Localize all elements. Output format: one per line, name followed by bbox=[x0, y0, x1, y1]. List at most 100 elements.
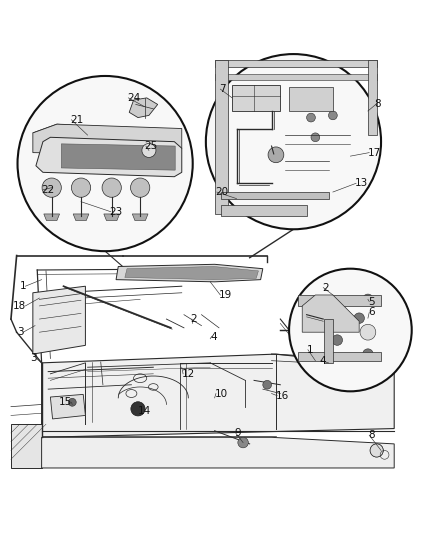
Text: 9: 9 bbox=[234, 428, 241, 438]
Circle shape bbox=[370, 444, 383, 457]
Circle shape bbox=[80, 155, 83, 158]
Circle shape bbox=[93, 161, 97, 165]
Text: 2: 2 bbox=[191, 314, 197, 324]
Circle shape bbox=[107, 155, 110, 158]
Text: 23: 23 bbox=[110, 207, 123, 217]
Circle shape bbox=[71, 178, 91, 197]
Polygon shape bbox=[36, 138, 182, 177]
Text: 20: 20 bbox=[215, 187, 229, 197]
Circle shape bbox=[131, 178, 150, 197]
Circle shape bbox=[120, 155, 124, 158]
Circle shape bbox=[161, 161, 165, 165]
Circle shape bbox=[363, 349, 373, 359]
Text: 6: 6 bbox=[368, 308, 374, 318]
Polygon shape bbox=[44, 214, 60, 221]
Circle shape bbox=[238, 437, 248, 448]
Polygon shape bbox=[324, 319, 333, 363]
Polygon shape bbox=[11, 424, 42, 468]
Circle shape bbox=[66, 155, 70, 158]
Circle shape bbox=[370, 444, 383, 457]
Circle shape bbox=[134, 155, 138, 158]
Text: 3: 3 bbox=[18, 327, 24, 337]
Circle shape bbox=[206, 54, 381, 229]
Circle shape bbox=[93, 155, 97, 158]
Circle shape bbox=[311, 133, 320, 142]
Polygon shape bbox=[289, 87, 333, 111]
Text: 17: 17 bbox=[368, 148, 381, 158]
Circle shape bbox=[328, 111, 337, 120]
Circle shape bbox=[161, 155, 165, 158]
Polygon shape bbox=[33, 286, 85, 354]
Polygon shape bbox=[232, 85, 280, 111]
Circle shape bbox=[148, 155, 151, 158]
Polygon shape bbox=[298, 295, 381, 306]
Circle shape bbox=[134, 161, 138, 165]
Polygon shape bbox=[215, 74, 377, 80]
Text: 5: 5 bbox=[368, 296, 374, 306]
Text: 19: 19 bbox=[219, 290, 232, 300]
Circle shape bbox=[107, 183, 116, 192]
Polygon shape bbox=[215, 60, 228, 214]
Circle shape bbox=[68, 398, 76, 406]
Text: 25: 25 bbox=[145, 141, 158, 151]
Circle shape bbox=[131, 402, 145, 416]
Circle shape bbox=[354, 313, 364, 324]
Polygon shape bbox=[132, 214, 148, 221]
Text: 1: 1 bbox=[20, 281, 26, 291]
Text: 12: 12 bbox=[182, 369, 195, 379]
Polygon shape bbox=[73, 214, 89, 221]
Circle shape bbox=[42, 178, 61, 197]
Circle shape bbox=[107, 147, 110, 151]
Polygon shape bbox=[125, 266, 258, 280]
Circle shape bbox=[365, 329, 371, 335]
Circle shape bbox=[93, 147, 97, 151]
Polygon shape bbox=[50, 394, 85, 419]
Circle shape bbox=[148, 147, 151, 151]
Circle shape bbox=[66, 161, 70, 165]
Circle shape bbox=[80, 147, 83, 151]
Text: 4: 4 bbox=[320, 356, 326, 366]
Circle shape bbox=[66, 147, 70, 151]
Circle shape bbox=[146, 148, 152, 153]
Text: 22: 22 bbox=[42, 185, 55, 195]
Circle shape bbox=[142, 143, 156, 157]
Polygon shape bbox=[368, 60, 377, 135]
Circle shape bbox=[80, 161, 83, 165]
Text: 8: 8 bbox=[374, 100, 381, 109]
Text: 14: 14 bbox=[138, 406, 151, 416]
Polygon shape bbox=[302, 295, 359, 332]
Polygon shape bbox=[33, 124, 182, 155]
Circle shape bbox=[18, 76, 193, 251]
Polygon shape bbox=[221, 192, 328, 199]
Polygon shape bbox=[33, 124, 171, 144]
Text: 18: 18 bbox=[13, 301, 26, 311]
Polygon shape bbox=[129, 98, 158, 118]
Polygon shape bbox=[221, 205, 307, 216]
Circle shape bbox=[120, 161, 124, 165]
Circle shape bbox=[47, 183, 56, 192]
Text: 24: 24 bbox=[127, 93, 140, 103]
Circle shape bbox=[107, 161, 110, 165]
Text: 15: 15 bbox=[59, 397, 72, 407]
Polygon shape bbox=[104, 214, 120, 221]
Text: 10: 10 bbox=[215, 389, 228, 399]
Text: 4: 4 bbox=[210, 332, 217, 342]
Circle shape bbox=[161, 147, 165, 151]
Polygon shape bbox=[42, 437, 394, 468]
Circle shape bbox=[120, 147, 124, 151]
Polygon shape bbox=[61, 144, 175, 170]
Text: 3: 3 bbox=[31, 353, 37, 364]
Text: 1: 1 bbox=[307, 345, 313, 355]
Circle shape bbox=[136, 183, 145, 192]
Circle shape bbox=[268, 147, 284, 163]
Polygon shape bbox=[42, 354, 394, 437]
Circle shape bbox=[360, 324, 376, 340]
Text: 13: 13 bbox=[355, 178, 368, 188]
Circle shape bbox=[134, 147, 138, 151]
Text: 7: 7 bbox=[219, 84, 226, 94]
Text: 16: 16 bbox=[276, 391, 289, 401]
Polygon shape bbox=[298, 352, 381, 361]
Circle shape bbox=[289, 269, 412, 391]
Polygon shape bbox=[116, 264, 263, 282]
Text: 21: 21 bbox=[70, 115, 83, 125]
